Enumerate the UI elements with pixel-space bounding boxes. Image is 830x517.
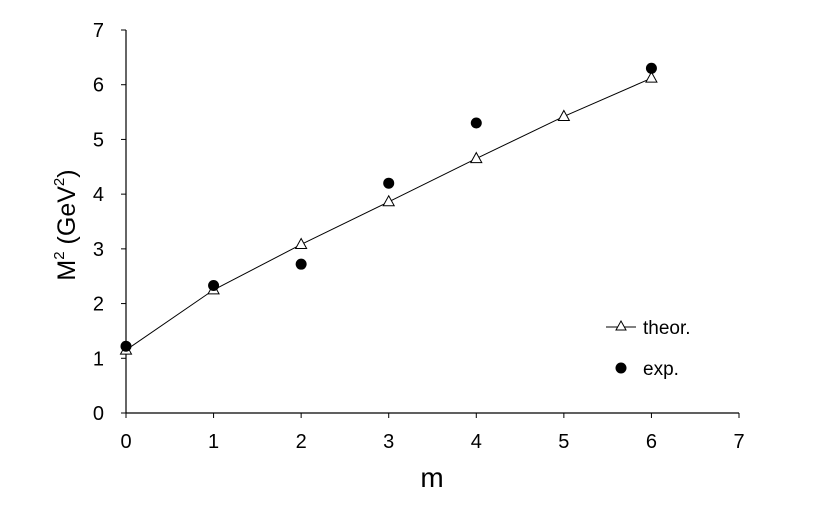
theor-point	[294, 237, 308, 249]
x-tick-label: 3	[383, 431, 394, 453]
x-axis-label: m	[420, 462, 443, 493]
y-ticks: 0 1 2 3 4 5 6 7	[93, 20, 126, 425]
theor-point	[469, 151, 483, 164]
x-ticks: 0 1 2 3 4 5 6 7	[120, 413, 745, 453]
y-axis-label-base1: M	[53, 260, 81, 281]
y-axis-label-group: M2 (GeV2)	[51, 169, 81, 280]
exp-point	[470, 117, 482, 129]
x-tick-label: 0	[120, 431, 131, 453]
x-tick-label: 7	[733, 431, 744, 453]
legend-exp-label: exp.	[643, 359, 679, 380]
series-theor-line	[125, 77, 652, 351]
y-tick-label: 7	[93, 20, 104, 42]
legend: theor. exp.	[606, 318, 691, 380]
y-axis-label: M2 (GeV2)	[51, 169, 81, 280]
x-tick-label: 5	[558, 431, 569, 453]
x-tick-label: 4	[471, 431, 482, 453]
x-tick-label: 1	[208, 431, 219, 453]
legend-item-exp: exp.	[615, 359, 679, 380]
x-tick-label: 6	[646, 431, 657, 453]
axes	[125, 30, 739, 414]
y-tick-label: 0	[93, 403, 104, 425]
legend-theor-label: theor.	[643, 318, 691, 339]
exp-point	[120, 340, 132, 352]
theor-point	[382, 194, 396, 207]
series-layer	[119, 62, 658, 355]
y-tick-label: 6	[93, 75, 104, 97]
y-axis-label-base3: )	[53, 169, 81, 177]
legend-exp-marker	[615, 362, 627, 374]
x-tick-label: 2	[296, 431, 307, 453]
theor-point	[557, 109, 571, 121]
exp-point	[383, 177, 395, 189]
y-tick-label: 3	[93, 239, 104, 261]
y-axis-label-sup1: 2	[51, 251, 68, 259]
y-tick-label: 4	[93, 184, 104, 206]
exp-point	[208, 280, 220, 292]
exp-point	[645, 62, 657, 74]
y-tick-label: 1	[93, 348, 104, 370]
legend-theor-marker	[615, 319, 627, 331]
legend-item-theor: theor.	[606, 318, 691, 339]
y-tick-label: 2	[93, 294, 104, 316]
exp-point	[295, 258, 307, 270]
y-axis-label-base2: (GeV	[53, 186, 81, 252]
y-tick-label: 5	[93, 129, 104, 151]
y-axis-label-sup2: 2	[51, 178, 68, 186]
theor-point	[645, 71, 658, 83]
